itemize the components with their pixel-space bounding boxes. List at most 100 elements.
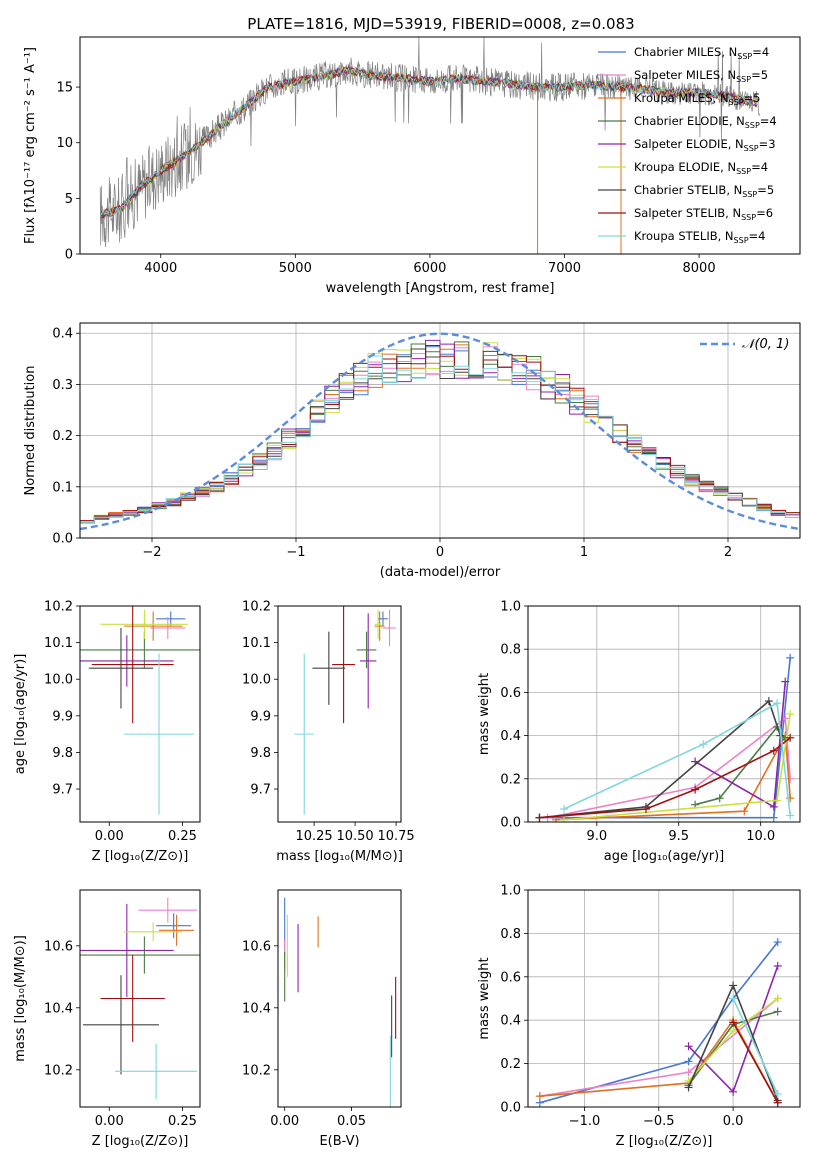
- x-axis-label: mass [log₁₀(M/M⊙)]: [276, 849, 403, 864]
- plot-area: [80, 332, 800, 531]
- legend-entry-subscript: SSP: [734, 236, 749, 245]
- y-tick-label: 10.0: [242, 673, 271, 688]
- y-tick-label: 5: [65, 192, 73, 207]
- x-tick-label: 0.05: [337, 1114, 366, 1129]
- x-tick-label: 0.25: [168, 1114, 197, 1129]
- plot-area: [535, 653, 795, 822]
- y-tick-label: 0.3: [52, 378, 73, 393]
- y-tick-label: 9.8: [52, 746, 73, 761]
- mass-weight-line: [555, 732, 791, 821]
- mass-weight-line: [563, 701, 791, 816]
- residual-histogram: [80, 348, 800, 523]
- y-tick-label: 0.6: [500, 686, 521, 701]
- x-tick-label: 4000: [144, 261, 177, 276]
- x-tick-label: 0: [436, 545, 444, 560]
- x-axis-label: E(B-V): [319, 1134, 359, 1149]
- spectrum-panel: 4000 5000 6000 7000 8000 0 5 10 15 wavelength [An…: [23, 36, 801, 296]
- axes-frame: [79, 889, 201, 1108]
- legend-entry: Salpeter ELODIE, NSSP=3: [634, 137, 776, 153]
- legend-entry-text: Chabrier MILES, N: [634, 45, 737, 59]
- y-axis-label: Normed distribution: [23, 366, 38, 496]
- figure-title: PLATE=1816, MJD=53919, FIBERID=0008, z=0…: [247, 15, 634, 33]
- y-axis-label: mass weight: [477, 673, 492, 755]
- mass-weight-vs-age-panel: 9.0 9.5 10.0 0.0 0.2 0.4 0.6 0.8 1.0 age [log₁₀(a…: [477, 600, 801, 864]
- mass-weight-line: [694, 681, 787, 809]
- x-axis-label: wavelength [Angstrom, rest frame]: [326, 281, 555, 296]
- axes-frame: [527, 605, 801, 823]
- mass-weight-line: [539, 699, 782, 819]
- legend-entry-subscript: SSP: [745, 121, 760, 130]
- y-tick-label: 0.0: [52, 532, 73, 547]
- axes-frame: [277, 889, 402, 1108]
- x-axis-label: Z [log₁₀(Z/Z⊙)]: [92, 1134, 189, 1149]
- y-tick-label: 1.0: [500, 600, 521, 615]
- legend-entry-count: =5: [757, 183, 774, 197]
- plot-area: [99, 37, 760, 254]
- y-tick-label: 0.1: [52, 480, 73, 495]
- x-tick-label: −1: [286, 545, 305, 560]
- legend-entry-count: =4: [752, 45, 769, 59]
- y-tick-label: 0.8: [500, 643, 521, 658]
- legend-entry-text: Chabrier STELIB, N: [634, 183, 742, 197]
- x-tick-label: −2: [142, 545, 161, 560]
- plot-area: [535, 938, 782, 1107]
- x-tick-label: 8000: [683, 261, 716, 276]
- legend-entry: 𝒩(0, 1): [742, 337, 789, 352]
- legend-entry-count: =3: [759, 137, 776, 151]
- mass-vs-EBV-panel: 0.00 0.05 10.2 10.4 10.6 E(B-V): [242, 889, 402, 1149]
- x-tick-label: 10.0: [746, 829, 775, 844]
- y-tick-label: 10.6: [242, 939, 271, 954]
- x-tick-label: 0.00: [95, 829, 124, 844]
- mass-weight-line: [732, 998, 779, 1095]
- legend-entry: Chabrier MILES, NSSP=4: [634, 45, 769, 61]
- x-axis-label: age [log₁₀(age/yr)]: [604, 849, 725, 864]
- model-series-line: [101, 67, 758, 216]
- legend-entry-subscript: SSP: [741, 213, 756, 222]
- x-axis-label: (data-model)/error: [380, 565, 501, 580]
- x-tick-label: 0.25: [168, 829, 197, 844]
- y-tick-label: 10.4: [242, 1001, 271, 1016]
- legend-entry-text: Chabrier ELODIE, N: [634, 114, 745, 128]
- y-tick-label: 10.1: [242, 636, 271, 651]
- residual-histogram: [80, 345, 800, 522]
- y-tick-label: 0.2: [500, 1057, 521, 1072]
- y-axis-label: mass weight: [477, 957, 492, 1039]
- axes-frame: [79, 605, 201, 823]
- y-tick-label: 0.2: [52, 429, 73, 444]
- legend-entry-text: Salpeter MILES, N: [634, 68, 736, 82]
- x-axis-label: Z [log₁₀(Z/Z⊙)]: [616, 1134, 713, 1149]
- residual-histogram: [80, 355, 800, 523]
- normal-distribution-curve: [80, 332, 800, 531]
- y-tick-label: 10.6: [44, 939, 73, 954]
- y-tick-label: 0.4: [52, 327, 73, 342]
- legend-entry-text: Kroupa MILES, N: [634, 91, 729, 105]
- legend-entry-text: Salpeter STELIB, N: [634, 206, 741, 220]
- residuals-panel: −2 −1 0 1 2 0.0 0.1 0.2 0.3 0.4 (data-model)/error…: [23, 322, 801, 580]
- legend-entry-text: Salpeter ELODIE, N: [634, 137, 744, 151]
- age-vs-Z-panel: 0.00 0.25 9.7 9.8 9.9 10.0 10.1 10.2 Z [log₁₀(Z/…: [13, 600, 201, 864]
- plot-area: [294, 606, 397, 815]
- x-tick-label: 9.0: [586, 829, 607, 844]
- y-axis-label: mass [log₁₀(M/M⊙)]: [13, 935, 28, 1062]
- x-tick-label: 2: [724, 545, 732, 560]
- mass-weight-line: [732, 1022, 779, 1104]
- y-tick-label: 10.0: [44, 673, 73, 688]
- legend-entry: Salpeter MILES, NSSP=5: [634, 68, 768, 84]
- model-series-line: [101, 65, 758, 219]
- legend-entry-count: =4: [751, 160, 768, 174]
- mass-weight-vs-Z-panel: −1.0 −0.5 0.0 0.0 0.2 0.4 0.6 0.8 1.0 Z [log₁₀(Z/…: [477, 884, 801, 1149]
- y-tick-label: 10.1: [44, 636, 73, 651]
- x-tick-label: 10.75: [377, 829, 414, 844]
- y-axis-label: age [log₁₀(age/yr)]: [13, 654, 28, 775]
- x-tick-label: 10.50: [336, 829, 373, 844]
- legend-entry-subscript: SSP: [744, 144, 759, 153]
- y-tick-label: 0.4: [500, 729, 521, 744]
- x-tick-label: −1.0: [569, 1114, 601, 1129]
- plot-area: [80, 897, 200, 1100]
- x-tick-label: 6000: [413, 261, 446, 276]
- y-tick-label: 9.8: [250, 746, 271, 761]
- legend-entry-subscript: SSP: [736, 75, 751, 84]
- plot-area: [80, 606, 200, 815]
- y-tick-label: 9.7: [52, 783, 73, 798]
